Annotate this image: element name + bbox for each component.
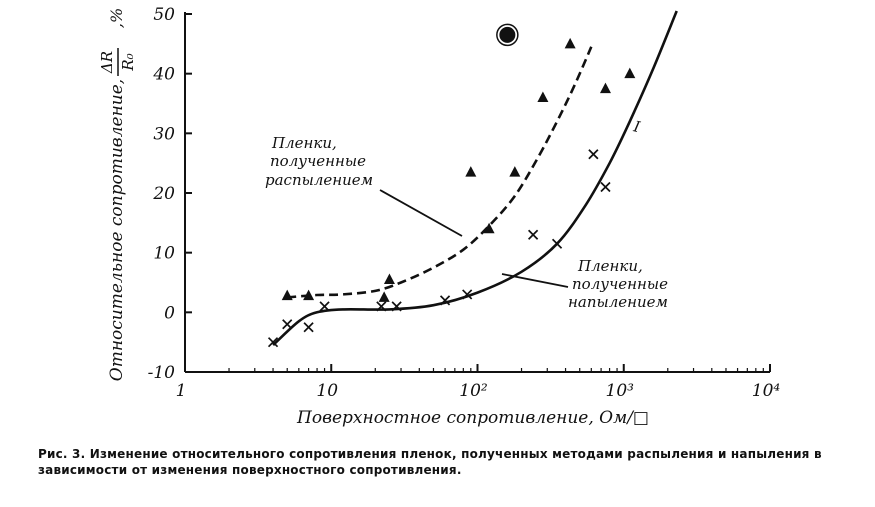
triangle-point [564, 37, 576, 49]
filled-circle-point [499, 26, 516, 43]
chart: -10 0 10 20 30 40 50 1 10 10² 10³ 10⁴ Относительное… [98, 5, 781, 428]
markers [267, 23, 636, 348]
y-tick-label: 40 [152, 65, 175, 85]
x-point-stroke [376, 301, 387, 312]
x-point [319, 301, 330, 312]
x-point [439, 295, 451, 306]
sputtered-curve [287, 46, 593, 299]
x-point [551, 238, 563, 249]
x-point [376, 301, 387, 312]
triangle-point [537, 91, 549, 103]
x-point [303, 322, 314, 333]
y-axis-label-unit: ,% [107, 8, 126, 28]
x-point-stroke [600, 181, 611, 193]
annotation-sputtered-line-1: Пленки, [271, 134, 337, 152]
y-axis-label-num: ΔR [98, 51, 116, 74]
y-tick-label: 30 [153, 124, 175, 144]
y-axis-fraction: ΔR R₀ [98, 48, 137, 76]
x-point [462, 289, 473, 300]
annotation-sputtered: Пленки, полученные распылением [265, 134, 463, 237]
annotation-deposited-line-2: полученные [572, 275, 668, 293]
annotation-deposited: Пленки, полученные напылением [501, 257, 668, 311]
x-point-stroke [303, 322, 314, 333]
y-tick-label: 50 [153, 5, 175, 25]
x-point [600, 181, 611, 193]
curves [272, 10, 678, 347]
x-point [391, 301, 402, 312]
triangle-point [509, 166, 521, 177]
y-axis-label-den: R₀ [119, 53, 137, 71]
x-point-stroke [282, 319, 293, 330]
annotation-sputtered-line-3: распылением [265, 171, 373, 189]
x-point-stroke [267, 337, 279, 348]
x-point-stroke [551, 238, 563, 249]
y-tick-label: -10 [148, 363, 176, 383]
triangle-point [303, 289, 315, 301]
triangle-point [465, 166, 477, 177]
deposited-curve [272, 10, 678, 347]
triangle-point [599, 82, 611, 94]
triangle-point [378, 291, 390, 302]
annotation-deposited-line-3: напылением [568, 293, 668, 311]
x-point [588, 149, 599, 160]
x-point [528, 229, 539, 240]
x-axis-label: Поверхностное сопротивление, Ом/□ [296, 408, 649, 428]
x-point-stroke [439, 295, 451, 306]
x-point-stroke [528, 229, 539, 240]
y-tick-label: 10 [153, 244, 175, 264]
x-tick-label: 10⁴ [752, 381, 781, 401]
x-point-stroke [588, 149, 599, 160]
triangle-point [383, 273, 395, 285]
x-point [267, 337, 279, 348]
x-tick-label: 10² [459, 381, 488, 401]
curve-mark-label: I [631, 117, 643, 136]
triangle-point [483, 222, 495, 234]
x-tick-label: 10 [316, 381, 338, 401]
x-point [282, 319, 293, 330]
figure-caption: Рис. 3. Изменение относительного сопроти… [38, 447, 822, 477]
x-tick-label: 10³ [606, 381, 635, 401]
annotation-sputtered-line-2: полученные [270, 152, 366, 170]
y-tick-label: 0 [164, 303, 175, 323]
filled-circle-ring [496, 23, 519, 47]
x-point-stroke [391, 301, 402, 312]
y-axis-label-main: Относительное сопротивление, [107, 79, 127, 381]
y-tick-label: 20 [152, 184, 175, 204]
y-axis-unit: ,% [107, 8, 126, 28]
x-tick-label: 1 [176, 381, 187, 401]
triangle-point [281, 289, 293, 301]
x-point-stroke [462, 289, 473, 300]
triangle-point [624, 67, 636, 79]
axes: -10 0 10 20 30 40 50 1 10 10² 10³ 10⁴ [148, 5, 781, 401]
x-point-stroke [319, 301, 330, 312]
annotation-deposited-leader [501, 273, 569, 288]
annotation-sputtered-leader [379, 189, 463, 237]
y-axis-label: Относительное сопротивление, [107, 79, 127, 381]
annotation-deposited-line-1: Пленки, [577, 257, 643, 275]
